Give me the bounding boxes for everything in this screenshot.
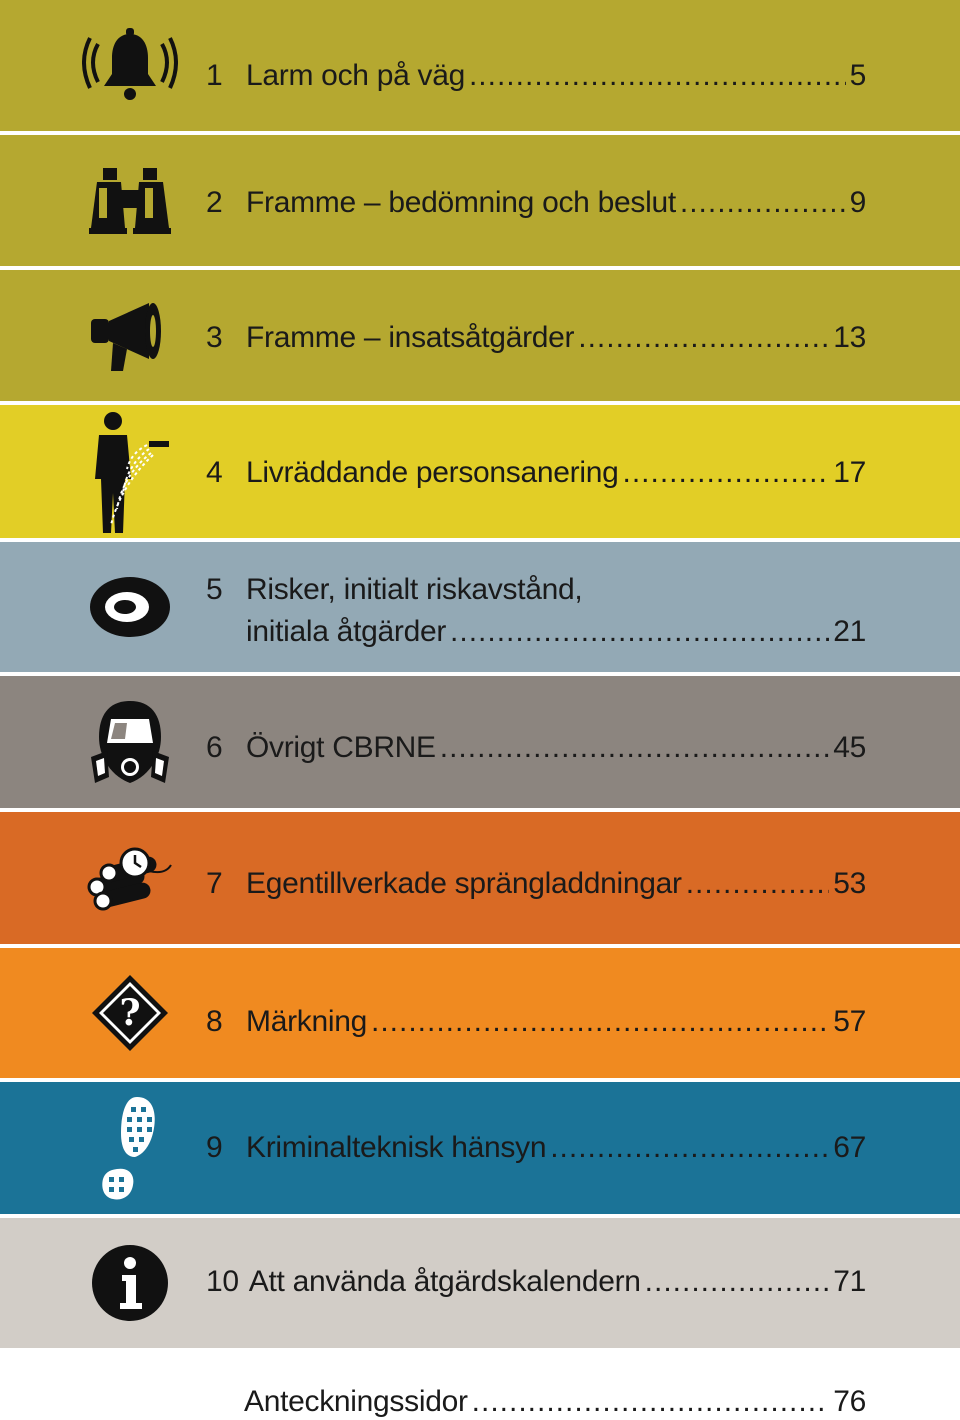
footprint-icon [82,1082,178,1214]
chapter-title: Egentillverkade sprängladdningar [246,867,682,900]
dot-leader [371,1004,829,1040]
page-number: 53 [833,867,866,900]
time-bomb-icon [82,812,178,944]
chapter-title: Larm och på väg [246,59,465,92]
page-number: 67 [833,1131,866,1164]
alarm-bell-icon [82,0,178,131]
toc-entry: 4 Livräddande personsanering 17 [206,455,866,491]
dot-leader [686,866,830,902]
chapter-title-line-2: initiala åtgärder [246,615,447,648]
dot-leader [440,730,829,766]
chapter-title-line-1: Risker, initialt riskavstånd, [246,573,583,606]
page-number: 71 [833,1265,866,1298]
hazard-diamond-question-icon: ? [82,948,178,1078]
toc-row-chapter-2[interactable]: 2 Framme – bedömning och beslut 9 [0,135,960,266]
page-number: 9 [849,186,867,219]
svg-text:?: ? [119,992,140,1034]
page-number: 21 [833,615,866,648]
toc-entry: 6 Övrigt CBRNE 45 [206,730,866,766]
chapter-title: Livräddande personsanering [246,456,619,489]
chapter-number: 2 [206,186,223,219]
toc-entry-line-1: 5 Risker, initialt riskavstånd, [206,572,583,608]
page-number: 76 [833,1385,866,1418]
chapter-number: 6 [206,731,223,764]
dot-leader [680,185,846,221]
chapter-number: 10 [206,1265,239,1298]
toc-entry: Anteckningssidor 76 [244,1384,866,1420]
chapter-number: 5 [206,573,223,606]
page-number: 17 [833,456,866,489]
toc-entry: 8 Märkning 57 [206,1004,866,1040]
toc-row-chapter-6[interactable]: 6 Övrigt CBRNE 45 [0,676,960,808]
chapter-title: Framme – bedömning och beslut [246,186,676,219]
chapter-title: Att använda åtgärdskalendern [248,1265,641,1298]
chapter-title: Övrigt CBRNE [246,731,436,764]
toc-row-chapter-1[interactable]: 1 Larm och på väg 5 [0,0,960,131]
dot-leader [450,614,829,650]
dot-leader [469,58,846,94]
toc-entry: 3 Framme – insatsåtgärder 13 [206,320,866,356]
toc-row-chapter-9[interactable]: 9 Kriminalteknisk hänsyn 67 [0,1082,960,1214]
binoculars-icon [82,135,178,266]
chapter-number: 4 [206,456,223,489]
chapter-number: 9 [206,1131,223,1164]
chapter-title: Märkning [246,1005,367,1038]
toc-entry: 7 Egentillverkade sprängladdningar 53 [206,866,866,902]
toc-row-chapter-10[interactable]: 10 Att använda åtgärdskalendern 71 [0,1218,960,1348]
page-number: 57 [833,1005,866,1038]
dot-leader [622,455,829,491]
toc-row-chapter-4[interactable]: 4 Livräddande personsanering 17 [0,405,960,538]
toc-entry: 10 Att använda åtgärdskalendern 71 [206,1264,866,1300]
chapter-title: Framme – insatsåtgärder [246,321,575,354]
gas-mask-icon [82,676,178,808]
page-number: 5 [849,59,867,92]
chapter-number: 3 [206,321,223,354]
toc-entry: 1 Larm och på väg 5 [206,58,866,94]
notes-title: Anteckningssidor [244,1385,468,1418]
chapter-number: 1 [206,59,223,92]
page-number: 45 [833,731,866,764]
dot-leader [645,1264,830,1300]
dot-leader [472,1384,830,1420]
megaphone-icon [82,270,178,401]
toc-row-chapter-8[interactable]: ? 8 Märkning 57 [0,948,960,1078]
chapter-title: Kriminalteknisk hänsyn [246,1131,547,1164]
toc-row-chapter-3[interactable]: 3 Framme – insatsåtgärder 13 [0,270,960,401]
toc-entry: 2 Framme – bedömning och beslut 9 [206,185,866,221]
toc-entry: initiala åtgärder 21 [246,614,866,650]
toc-row-notes[interactable]: Anteckningssidor 76 [0,1352,960,1420]
decontamination-shower-icon [82,405,178,538]
page-number: 13 [833,321,866,354]
risk-zone-icon [82,542,178,672]
chapter-number: 7 [206,867,223,900]
dot-leader [578,320,829,356]
toc-row-chapter-7[interactable]: 7 Egentillverkade sprängladdningar 53 [0,812,960,944]
info-icon [82,1218,178,1348]
toc-entry: 9 Kriminalteknisk hänsyn 67 [206,1130,866,1166]
dot-leader [550,1130,829,1166]
chapter-number: 8 [206,1005,223,1038]
toc-row-chapter-5[interactable]: 5 Risker, initialt riskavstånd, initiala … [0,542,960,672]
